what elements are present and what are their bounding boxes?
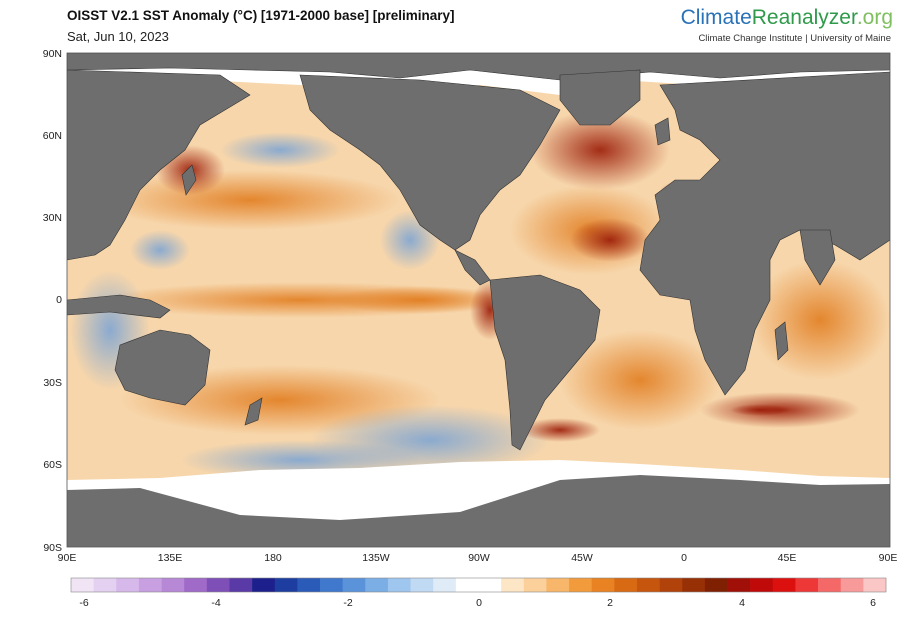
lat-label: 60S xyxy=(43,459,62,471)
brand-part-3: .org xyxy=(856,6,893,29)
lat-label: 90N xyxy=(43,48,62,60)
colorbar-swatch xyxy=(818,578,842,592)
map-frame xyxy=(66,52,891,548)
colorbar-tick: -6 xyxy=(79,597,88,609)
map-date: Sat, Jun 10, 2023 xyxy=(67,29,169,44)
colorbar-tick: -2 xyxy=(343,597,352,609)
colorbar-swatch xyxy=(614,578,638,592)
lon-label: 90W xyxy=(468,552,490,564)
longitude-labels: 90E 135E 180 135W 90W 45W 0 45E 90E xyxy=(58,552,898,564)
colorbar-swatch xyxy=(93,578,117,592)
antarctica-land xyxy=(67,475,890,547)
colorbar-swatch xyxy=(433,578,457,592)
lon-label: 45E xyxy=(778,552,797,564)
colorbar xyxy=(71,578,887,592)
brand-part-2: Reanalyzer xyxy=(751,6,857,29)
colorbar-swatch xyxy=(682,578,706,592)
colorbar-swatch xyxy=(71,578,94,592)
colorbar-swatch xyxy=(591,578,615,592)
colorbar-swatch xyxy=(387,578,411,592)
colorbar-swatch xyxy=(546,578,570,592)
lon-label: 135E xyxy=(158,552,183,564)
colorbar-swatch xyxy=(455,578,479,592)
colorbar-swatch xyxy=(229,578,253,592)
colorbar-frame xyxy=(70,577,887,593)
colorbar-tick: 2 xyxy=(607,597,613,609)
colorbar-swatch xyxy=(636,578,660,592)
lon-label: 90E xyxy=(58,552,77,564)
colorbar-swatch xyxy=(320,578,343,592)
lon-label: 90E xyxy=(879,552,898,564)
brand-logo[interactable]: ClimateReanalyzer.org xyxy=(681,6,893,30)
colorbar-swatch xyxy=(840,578,864,592)
brand-subtitle: Climate Change Institute | University of… xyxy=(698,33,891,44)
colorbar-swatch xyxy=(184,578,208,592)
colorbar-swatch xyxy=(410,578,434,592)
colorbar-swatch xyxy=(750,578,774,592)
colorbar-tick: 6 xyxy=(870,597,876,609)
colorbar-tick: -4 xyxy=(211,597,220,609)
colorbar-swatch xyxy=(365,578,389,592)
colorbar-swatch xyxy=(252,578,276,592)
colorbar-swatch xyxy=(274,578,298,592)
colorbar-swatch xyxy=(659,578,683,592)
map-title: OISST V2.1 SST Anomaly (°C) [1971-2000 b… xyxy=(67,8,455,23)
colorbar-swatch xyxy=(161,578,185,592)
lat-label: 90S xyxy=(43,542,62,554)
colorbar-swatch xyxy=(795,578,819,592)
land-masses xyxy=(67,53,890,451)
latitude-labels: 90N 60N 30N 0 30S 60S 90S xyxy=(43,48,62,554)
colorbar-swatch xyxy=(342,578,366,592)
lat-label: 60N xyxy=(43,130,62,142)
lon-label: 180 xyxy=(264,552,282,564)
colorbar-swatch xyxy=(138,578,162,592)
colorbar-swatch xyxy=(501,578,525,592)
colorbar-swatch xyxy=(863,578,887,592)
brand-part-1: Climate xyxy=(680,6,752,29)
colorbar-swatch xyxy=(727,578,751,592)
lat-label: 30N xyxy=(43,212,62,224)
lat-label: 0 xyxy=(56,294,62,306)
lat-label: 30S xyxy=(43,377,62,389)
colorbar-swatch xyxy=(297,578,321,592)
colorbar-swatch xyxy=(116,578,140,592)
colorbar-swatch xyxy=(772,578,796,592)
colorbar-swatch xyxy=(704,578,728,592)
colorbar-swatch xyxy=(478,578,502,592)
anomaly-field xyxy=(70,110,890,480)
colorbar-tick: 0 xyxy=(476,597,482,609)
colorbar-swatch xyxy=(523,578,547,592)
colorbar-swatch xyxy=(206,578,230,592)
colorbar-tick: 4 xyxy=(739,597,745,609)
lon-label: 45W xyxy=(571,552,593,564)
colorbar-ticks: -6 -4 -2 0 2 4 6 xyxy=(79,597,876,609)
colorbar-swatch xyxy=(569,578,592,592)
lon-label: 135W xyxy=(362,552,390,564)
lon-label: 0 xyxy=(681,552,687,564)
